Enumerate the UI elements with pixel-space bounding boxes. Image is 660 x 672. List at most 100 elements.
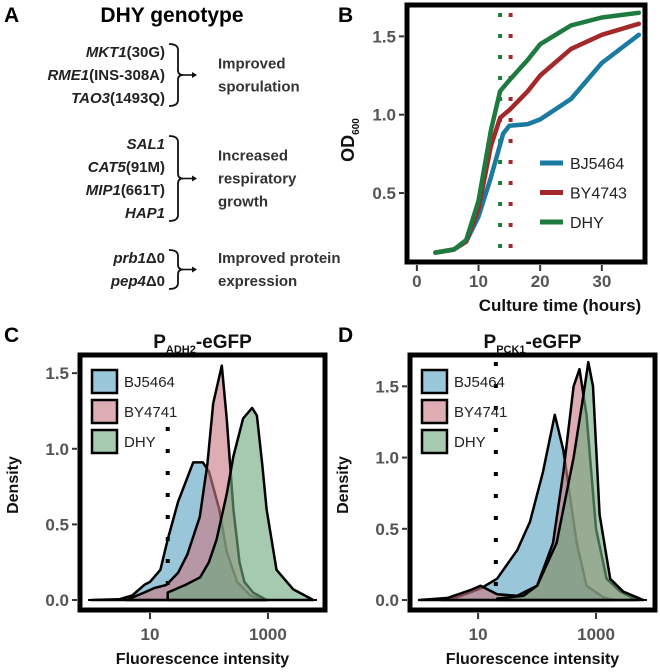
legend-label: BY4741 [454, 404, 507, 421]
arrowhead-icon [192, 266, 197, 273]
x-tick-label: 10 [469, 625, 488, 644]
plot-frame [77, 352, 328, 613]
gene-label: MKT1(30G) [86, 44, 165, 61]
gene-name: CAT5 [88, 159, 127, 176]
x-tick-label: 0 [412, 272, 421, 291]
gene-allele: Δ0 [146, 273, 165, 290]
gene-label: TAO3(1493Q) [71, 90, 165, 107]
legend-swatch [90, 368, 119, 395]
legend-swatch [90, 398, 119, 425]
y-tick-label: 1.0 [375, 449, 399, 468]
legend-swatch [420, 368, 449, 395]
effect-label: sporulation [218, 79, 300, 96]
title-suffix: -eGFP [526, 332, 582, 353]
effect-label: respiratory [218, 171, 297, 188]
effect-label: Increased [218, 148, 288, 165]
plot-area [407, 5, 645, 262]
legend-label: BJ5464 [124, 374, 175, 391]
gene-name: MKT1 [86, 44, 127, 61]
title-suffix: -eGFP [196, 332, 252, 353]
y-tick-label: 0.5 [45, 515, 69, 534]
brace-icon [168, 249, 184, 290]
gene-label: prb1Δ0 [112, 250, 165, 267]
x-tick-label: 10 [141, 625, 160, 644]
gene-label: CAT5(91M) [88, 159, 165, 176]
y-axis-title: Density [335, 456, 352, 514]
brace-icon [168, 135, 184, 222]
adh2-density-chart: BJ5464 BY4741 DHY 0.0 0.5 1.0 1.5 10 1000 PADH2-e… [5, 332, 328, 668]
gene-name: SAL1 [127, 136, 165, 153]
panel-label-c: C [4, 324, 19, 347]
legend-label: BJ5464 [570, 156, 624, 173]
chart-title: PPCK1-eGFP [484, 332, 582, 356]
y-axis-title-main: OD [338, 135, 358, 162]
gene-name: pep4 [110, 273, 147, 290]
y-axis-title: OD600 [338, 118, 362, 162]
gene-label: RME1(INS-308A) [47, 67, 165, 84]
legend-swatch [420, 398, 449, 425]
title-main: P [484, 332, 497, 353]
y-tick-label: 1.5 [45, 364, 69, 383]
growth-curve-chart: BJ5464 BY4743 DHY 0.5 1.0 1.5 0 10 20 30 Culture t… [338, 2, 648, 315]
y-axis-title: Density [5, 456, 22, 514]
gene-name: RME1 [47, 67, 89, 84]
y-tick-label: 0.5 [372, 184, 396, 203]
gene-name: prb1 [112, 250, 146, 267]
legend-label: DHY [570, 215, 604, 232]
brace-icon [168, 43, 184, 107]
gene-allele: Δ0 [146, 250, 165, 267]
x-tick-label: 20 [531, 272, 550, 291]
y-tick-label: 0.0 [375, 591, 399, 610]
y-tick-label: 0.5 [375, 520, 399, 539]
x-tick-label: 1000 [577, 625, 615, 644]
legend-label: DHY [454, 434, 486, 451]
legend-label: BY4741 [124, 404, 177, 421]
x-axis-title: Fluorescence intensity [446, 651, 619, 668]
title-sub: PCK1 [496, 344, 525, 356]
gene-allele: (INS-308A) [89, 67, 165, 84]
gene-allele: (30G) [127, 44, 165, 61]
density-dhy [495, 360, 645, 602]
y-tick-label: 1.0 [45, 440, 69, 459]
legend-swatch [90, 428, 119, 455]
gene-name: MIP1 [86, 182, 121, 199]
legend-swatch [420, 428, 449, 455]
gene-allele: (1493Q) [110, 90, 165, 107]
arrowhead-icon [192, 175, 197, 182]
x-axis-title: Fluorescence intensity [116, 651, 289, 668]
y-axis-title-sub: 600 [351, 118, 362, 135]
panel-label-d: D [338, 324, 353, 347]
legend-label: BJ5464 [454, 374, 505, 391]
title-main: P [153, 332, 166, 353]
chart-title: PADH2-eGFP [153, 332, 252, 356]
density-dhy [166, 406, 315, 602]
plot-frame [407, 352, 658, 613]
gene-label: HAP1 [125, 205, 165, 222]
gene-allele: (661T) [121, 182, 165, 199]
plot-frame [404, 2, 648, 265]
legend-label: DHY [124, 434, 156, 451]
genotype-panel: MKT1(30G) RME1(INS-308A) TAO3(1493Q) Improv… [47, 43, 341, 290]
gene-allele: (91M) [126, 159, 165, 176]
gene-label: MIP1(661T) [86, 182, 165, 199]
title-sub: ADH2 [166, 344, 196, 356]
gene-name: HAP1 [125, 205, 165, 222]
series-line-dhy [433, 10, 642, 255]
genotype-title: DHY genotype [100, 4, 243, 27]
x-tick-label: 1000 [249, 625, 287, 644]
y-tick-label: 0.0 [45, 591, 69, 610]
y-tick-label: 1.5 [375, 377, 399, 396]
y-tick-label: 1.5 [372, 27, 396, 46]
pck1-density-chart: BJ5464 BY4741 DHY 0.0 0.5 1.0 1.5 10 1000 PPCK1-e… [335, 332, 658, 668]
panel-label-b: B [338, 4, 353, 27]
effect-label: Improved [218, 56, 286, 73]
panel-label-a: A [4, 4, 19, 27]
effect-label: growth [218, 194, 268, 211]
y-tick-label: 1.0 [372, 106, 396, 125]
gene-label: pep4Δ0 [110, 273, 165, 290]
effect-label: expression [218, 273, 297, 290]
x-tick-label: 10 [469, 272, 488, 291]
effect-label: Improved protein [218, 250, 341, 267]
gene-label: SAL1 [127, 136, 165, 153]
